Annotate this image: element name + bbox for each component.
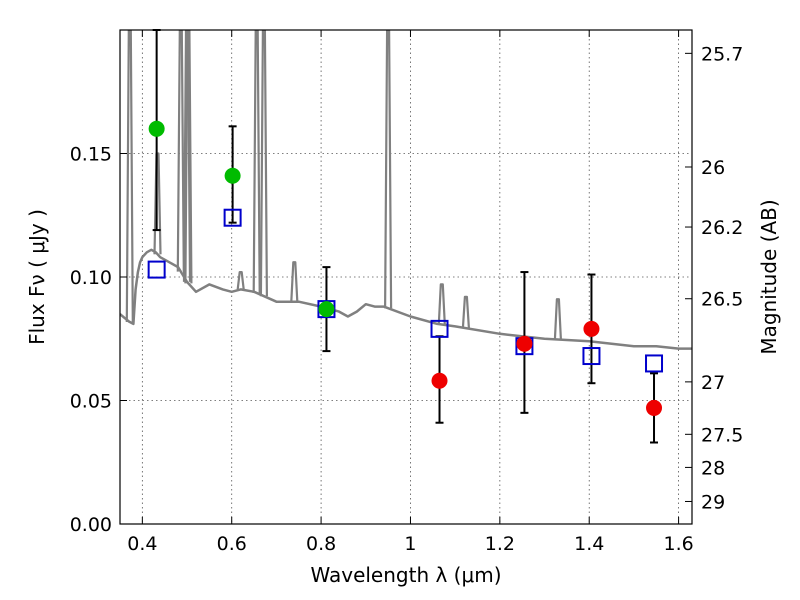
y2-axis-label: Magnitude (AB) [757, 199, 781, 354]
model-photometry-square [582, 347, 601, 366]
x-tick-label: 0.6 [217, 533, 247, 555]
emission-line-spike [184, 30, 193, 284]
x-tick-label: 1.4 [574, 533, 604, 555]
detection-point [224, 167, 241, 184]
x-axis-label: Wavelength λ (μm) [310, 563, 501, 587]
y2-tick-label: 27.5 [701, 424, 743, 446]
axes: 0.4 0.6 0.8 1 1.2 1.4 1.6 0.00 0.05 0.10 0.15 25.7 2… [70, 30, 743, 555]
emission-line-spike [182, 30, 192, 282]
y2-tick-label: 26.2 [701, 217, 743, 239]
x-tick-label: 1 [404, 533, 416, 555]
emission-line-spike [384, 30, 393, 309]
model-photometry-square [223, 208, 242, 227]
emission-line-spike [290, 261, 299, 302]
emission-line-spike [176, 30, 185, 272]
upper-limit-point [646, 399, 663, 416]
y-tick-label: 0.15 [70, 144, 112, 166]
model-photometry-square [147, 260, 166, 279]
y-tick-label: 0.05 [70, 391, 112, 413]
y2-tick-label: 29 [701, 491, 725, 513]
y-tick-label: 0.00 [70, 514, 112, 536]
emission-line-spike [437, 283, 446, 325]
upper-limit-point [516, 335, 533, 352]
emission-line-spike [125, 30, 134, 323]
grid [120, 30, 692, 524]
detection-point [148, 120, 165, 137]
y2-tick-label: 25.7 [701, 43, 743, 65]
emission-line-spike [553, 298, 562, 340]
upper-limit-point [431, 372, 448, 389]
y2-tick-label: 26 [701, 157, 725, 179]
detection-point [318, 301, 335, 318]
upper-limit-point [583, 320, 600, 337]
emission-line-spike [461, 295, 470, 329]
y-tick-label: 0.10 [70, 267, 112, 289]
x-tick-label: 0.8 [306, 533, 336, 555]
y-axis-label: Flux Fν ( μJy ) [25, 209, 49, 345]
y2-tick-label: 28 [701, 457, 725, 479]
y2-tick-label: 27 [701, 372, 725, 394]
model-photometry-square [430, 319, 449, 338]
emission-line-spike [252, 30, 261, 294]
emission-line-spike [236, 271, 245, 290]
x-tick-label: 1.2 [485, 533, 515, 555]
model-sed [120, 30, 692, 350]
photometry-points [147, 29, 664, 444]
x-tick-label: 1.6 [663, 533, 693, 555]
axis-labels: Wavelength λ (μm) Flux Fν ( μJy ) Magnit… [25, 199, 781, 587]
model-photometry-square [645, 354, 664, 373]
x-tick-label: 0.4 [127, 533, 157, 555]
emission-line-spike [259, 30, 268, 297]
y2-tick-label: 26.5 [701, 289, 743, 311]
